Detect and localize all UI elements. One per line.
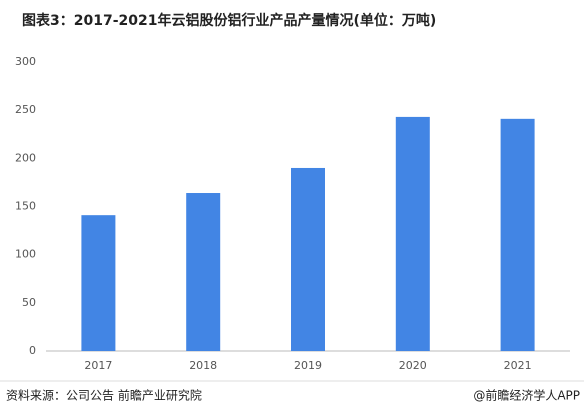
y-tick-label: 250 — [15, 103, 36, 116]
bar — [291, 167, 325, 351]
bar — [395, 116, 430, 351]
y-tick-label: 0 — [29, 344, 36, 357]
x-tick-label: 2021 — [504, 359, 532, 372]
credit: @前瞻经济学人APP — [473, 388, 580, 403]
bar — [500, 118, 535, 351]
x-tick-label: 2019 — [294, 359, 322, 372]
x-tick-label: 2017 — [84, 359, 112, 372]
y-tick-label: 100 — [15, 248, 36, 261]
y-tick-label: 200 — [15, 151, 36, 164]
chart-title: 图表3：2017-2021年云铝股份铝行业产品产量情况(单位：万吨) — [22, 12, 436, 29]
y-tick-label: 50 — [22, 296, 36, 309]
bar — [81, 215, 116, 351]
y-tick-label: 150 — [15, 200, 36, 213]
x-tick-label: 2018 — [189, 359, 217, 372]
bar — [186, 193, 221, 351]
y-tick-label: 300 — [15, 55, 36, 68]
source-note: 资料来源：公司公告 前瞻产业研究院 — [6, 388, 202, 403]
x-tick-label: 2020 — [399, 359, 427, 372]
